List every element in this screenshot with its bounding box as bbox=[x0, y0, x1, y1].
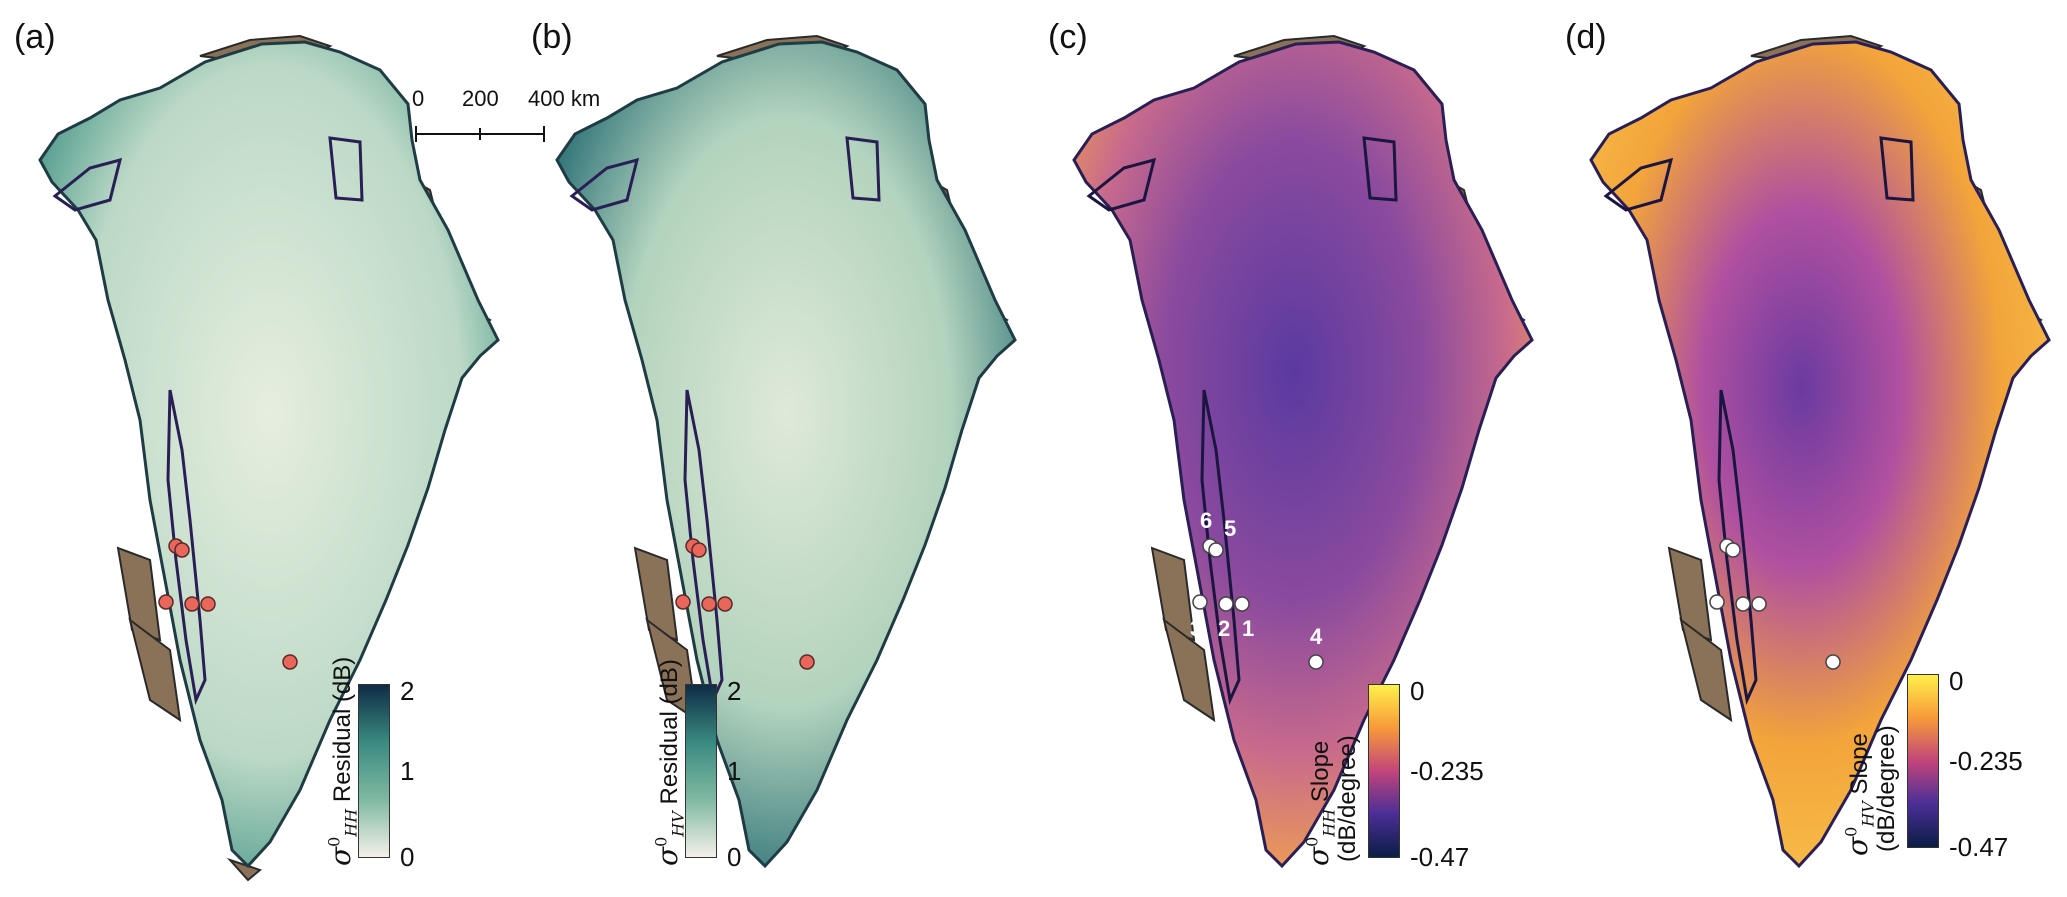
scale-bar: 0 200 400 km bbox=[412, 86, 600, 146]
site-label-6: 6 bbox=[1200, 508, 1213, 533]
tick-max: 2 bbox=[400, 676, 415, 706]
panel-label: (c) bbox=[1048, 18, 1088, 56]
site-label-2: 2 bbox=[1218, 616, 1231, 641]
panel-a: (a) 0 200 400 km 2 1 0 σ0HH Residual (dB… bbox=[0, 0, 600, 897]
tick-min: -0.47 bbox=[1949, 832, 2009, 862]
site-label-1: 1 bbox=[1242, 616, 1255, 641]
colorbar-title-b: σ0HV Residual (dB) bbox=[651, 659, 688, 866]
greenland-map-c bbox=[1072, 34, 1534, 868]
scale-label-400: 400 km bbox=[528, 86, 601, 111]
tick-max: 0 bbox=[1410, 676, 1425, 706]
tick-max: 0 bbox=[1949, 666, 1964, 696]
site-label-3: 3 bbox=[1190, 616, 1203, 641]
greenland-map-d bbox=[1589, 34, 2051, 868]
tick-min: 0 bbox=[727, 842, 742, 872]
tick-min: 0 bbox=[400, 842, 415, 872]
ice-outlines bbox=[1603, 136, 1915, 706]
panel-c: (c) 6 5 3 2 1 4 0 -0.235 -0.47 σ0HH Slop… bbox=[1034, 0, 1550, 897]
site-markers bbox=[1192, 538, 1324, 670]
ice-outlines bbox=[1086, 136, 1398, 706]
tick-mid: -0.235 bbox=[1949, 746, 2023, 776]
panel-b: (b) 2 1 0 σ0HV Residual (dB) bbox=[517, 0, 1033, 897]
colorbar-a bbox=[358, 684, 390, 858]
colorbar-b bbox=[685, 684, 717, 858]
site-label-4: 4 bbox=[1310, 624, 1323, 649]
tick-mid: 1 bbox=[727, 756, 742, 786]
scale-label-0: 0 bbox=[412, 86, 425, 111]
panel-label: (a) bbox=[14, 18, 56, 56]
tick-mid: 1 bbox=[400, 756, 415, 786]
panel-label: (d) bbox=[1565, 18, 1607, 56]
tick-max: 2 bbox=[727, 676, 742, 706]
site-markers bbox=[675, 538, 815, 670]
greenland-map-b bbox=[555, 34, 1017, 868]
scale-label-200: 200 bbox=[462, 86, 499, 111]
panel-d: (d) 0 -0.235 -0.47 σ0HV Slope (dB/degree… bbox=[1551, 0, 2067, 897]
tick-mid: -0.235 bbox=[1410, 756, 1484, 786]
panel-label: (b) bbox=[531, 18, 573, 56]
tick-min: -0.47 bbox=[1410, 842, 1470, 872]
colorbar-c bbox=[1368, 684, 1400, 858]
site-markers bbox=[1709, 538, 1841, 670]
greenland-map-a bbox=[38, 34, 500, 882]
colorbar-subtitle-c: (dB/degree) bbox=[1334, 735, 1361, 862]
ice-outlines bbox=[569, 136, 881, 706]
site-label-5: 5 bbox=[1224, 516, 1237, 541]
ice-outlines bbox=[52, 136, 364, 706]
colorbar-d bbox=[1907, 674, 1939, 848]
colorbar-subtitle-d: (dB/degree) bbox=[1873, 725, 1900, 852]
colorbar-title-a: σ0HH Residual (dB) bbox=[324, 656, 361, 866]
site-markers bbox=[158, 538, 298, 670]
